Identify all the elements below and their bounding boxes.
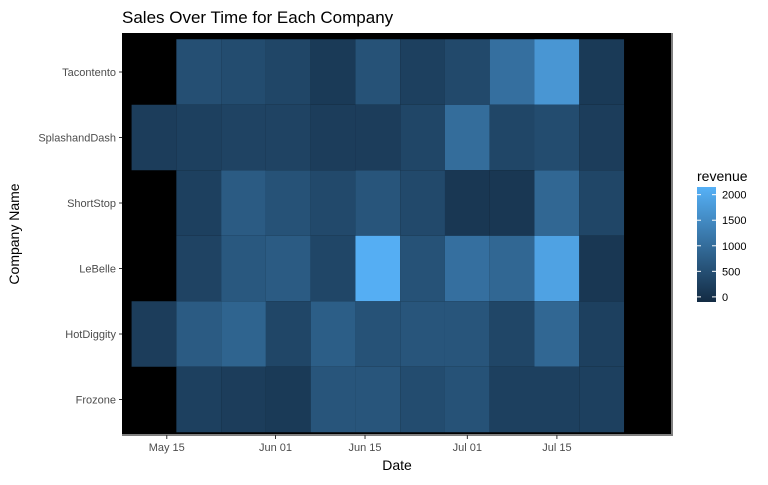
panel-border-bottom [122,434,673,436]
heatmap-cell [176,170,222,236]
y-tick-label: ShortStop [67,198,116,210]
heatmap-cell [400,170,445,236]
heatmap-cell [221,301,266,367]
heatmap-cell [579,235,625,302]
heatmap-cell [444,170,490,236]
heatmap-cell [176,235,222,302]
heatmap-cell [400,39,445,105]
y-axis: Tacontento SplashandDash ShortStop LeBelle H… [38,67,122,407]
heatmap-cell [355,235,401,302]
heatmap-cell [444,235,490,302]
heatmap-cell [221,170,266,236]
heatmap-cell [444,104,490,171]
heatmap-cell [489,104,535,171]
y-tick-label: HotDiggity [65,329,116,341]
heatmap-cell [579,39,625,105]
heatmap-cell [310,170,356,236]
heatmap-cell [265,301,311,367]
heatmap-cell [310,104,356,171]
heatmap-cell [444,366,490,433]
heatmap-cell [579,104,625,171]
legend-label: 1000 [722,241,746,253]
heatmap-cell [534,301,580,367]
heatmap-cell [265,366,311,433]
heatmap-cell [444,39,490,105]
heatmap-cell [310,235,356,302]
heatmap-cell [176,301,222,367]
heatmap-cell [355,170,401,236]
chart-title: Sales Over Time for Each Company [122,8,394,27]
heatmap-cell [489,301,535,367]
panel-border-right [671,33,673,435]
x-tick-label: Jun 15 [349,442,382,454]
heatmap-cell [265,39,311,105]
x-axis-title: Date [382,457,412,473]
heatmap-cell [400,366,445,433]
heatmap-cell [400,301,445,367]
heatmap-cell [221,366,266,433]
heatmap-cell [310,39,356,105]
x-tick-label: May 15 [149,442,185,454]
x-tick-label: Jul 15 [542,442,571,454]
legend-label: 1500 [722,215,746,227]
heatmap-cell [444,301,490,367]
heatmap-cell [176,39,222,105]
heatmap-cell [534,366,580,433]
heatmap-cell [534,170,580,236]
heatmap-cell [489,39,535,105]
heatmap-cell [221,235,266,302]
heatmap-cell [131,301,177,367]
heatmap-cell [489,235,535,302]
legend-label: 2000 [722,190,746,202]
legend: revenue 0 500 1000 1500 2000 [697,168,748,304]
heatmap-cell [355,366,401,433]
heatmap-cell [489,366,535,433]
heatmap-cell [265,170,311,236]
heatmap-cell [355,301,401,367]
legend-colorbar [697,187,716,302]
x-axis: May 15 Jun 01 Jun 15 Jul 01 Jul 15 [149,435,572,454]
heatmap-cell [400,104,445,171]
y-axis-title: Company Name [6,183,22,284]
x-tick-label: Jul 01 [453,442,482,454]
heatmap-cell [534,39,580,105]
heatmap-cell [400,235,445,302]
heatmap-cell [579,301,625,367]
heatmap-cell [310,301,356,367]
heatmap-cell [355,39,401,105]
heatmap-cell [534,235,580,302]
legend-label: 500 [722,266,740,278]
heatmap-cells [131,39,625,433]
y-tick-label: SplashandDash [38,133,116,145]
x-tick-label: Jun 01 [259,442,292,454]
legend-label: 0 [722,292,728,304]
heatmap-cell [131,104,177,171]
heatmap-cell [489,170,535,236]
heatmap-cell [355,104,401,171]
y-tick-label: Tacontento [62,67,116,79]
heatmap-cell [176,366,222,433]
heatmap-cell [310,366,356,433]
heatmap-cell [221,104,266,171]
legend-title: revenue [697,168,748,184]
y-tick-label: LeBelle [79,264,116,276]
heatmap-cell [221,39,266,105]
heatmap-cell [579,170,625,236]
y-tick-label: Frozone [76,395,116,407]
heatmap-cell [579,366,625,433]
heatmap-cell [265,104,311,171]
heatmap-cell [176,104,222,171]
heatmap-cell [265,235,311,302]
heatmap-cell [534,104,580,171]
